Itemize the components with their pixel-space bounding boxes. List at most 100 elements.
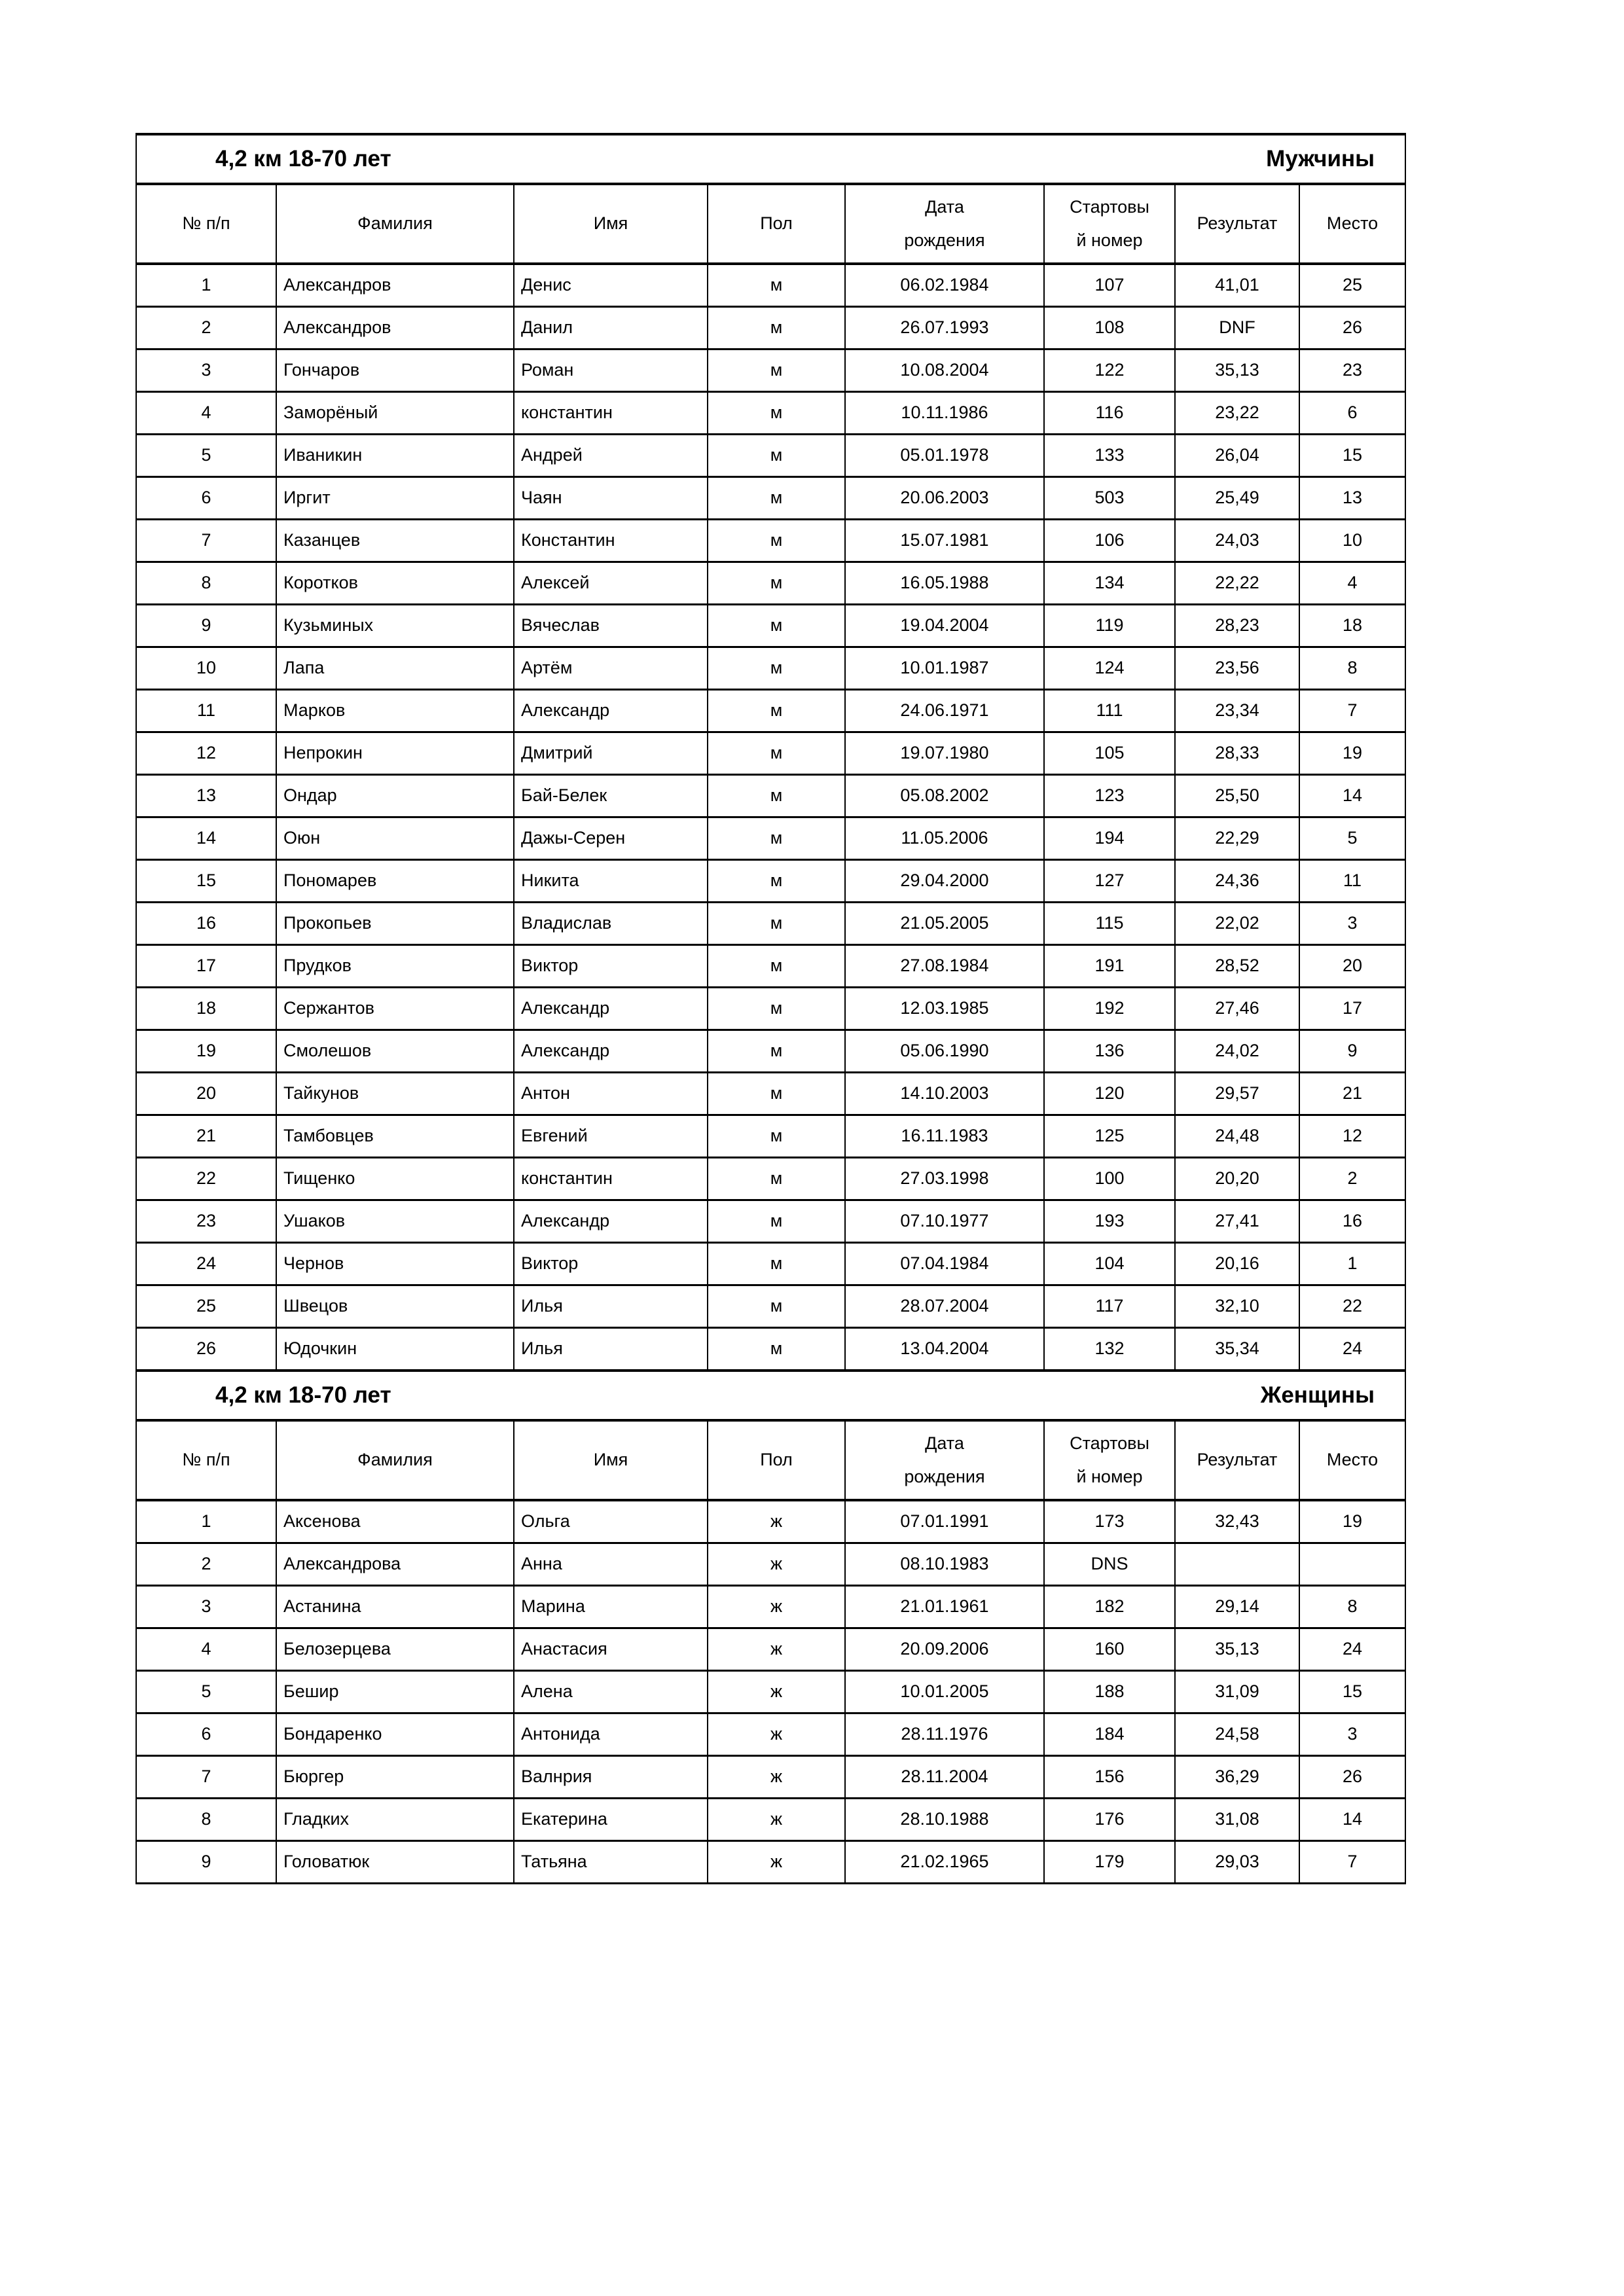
cell-result: 24,48 bbox=[1174, 1114, 1300, 1158]
column-header-line: Место bbox=[1326, 213, 1379, 234]
cell-result: 41,01 bbox=[1174, 262, 1300, 308]
cell-dob: 27.03.1998 bbox=[844, 1157, 1045, 1201]
cell-place: 24 bbox=[1298, 1627, 1407, 1672]
table-row: 3 Астанина Марина ж 21.01.1961 182 29,14 8 bbox=[135, 1585, 1407, 1629]
cell-place: 14 bbox=[1298, 1797, 1407, 1842]
cell-firstname: Бай-Белек bbox=[513, 774, 708, 818]
cell-lastname: Головатюк bbox=[276, 1840, 514, 1884]
table-row: 13 Ондар Бай-Белек м 05.08.2002 123 25,50 14 bbox=[135, 774, 1407, 818]
cell-result: 25,49 bbox=[1174, 476, 1300, 520]
table-row: 22 Тищенко константин м 27.03.1998 100 20,20 2 bbox=[135, 1157, 1407, 1201]
cell-dob: 16.11.1983 bbox=[844, 1114, 1045, 1158]
table-row: 23 Ушаков Александр м 07.10.1977 193 27,41 16 bbox=[135, 1199, 1407, 1244]
column-header-line: й номер bbox=[1076, 230, 1143, 250]
cell-sex: м bbox=[707, 518, 846, 563]
cell-sex: м bbox=[707, 1029, 846, 1073]
cell-bib: 111 bbox=[1043, 689, 1176, 733]
cell-index: 3 bbox=[135, 348, 277, 393]
cell-sex: м bbox=[707, 1071, 846, 1116]
cell-firstname: константин bbox=[513, 391, 708, 435]
column-header-text: № п/п bbox=[143, 1443, 269, 1477]
column-header-3: Имя bbox=[513, 1419, 708, 1501]
cell-index: 5 bbox=[135, 1670, 277, 1714]
cell-bib: 132 bbox=[1043, 1327, 1176, 1372]
column-header-line: Фамилия bbox=[357, 213, 433, 234]
cell-result: 20,16 bbox=[1174, 1242, 1300, 1286]
cell-dob: 14.10.2003 bbox=[844, 1071, 1045, 1116]
cell-result bbox=[1174, 1542, 1300, 1587]
cell-sex: ж bbox=[707, 1712, 846, 1757]
cell-place: 2 bbox=[1298, 1157, 1407, 1201]
table-row: 26 Юдочкин Илья м 13.04.2004 132 35,34 24 bbox=[135, 1327, 1407, 1372]
cell-sex: ж bbox=[707, 1542, 846, 1587]
cell-lastname: Тайкунов bbox=[276, 1071, 514, 1116]
cell-dob: 20.06.2003 bbox=[844, 476, 1045, 520]
cell-bib: 176 bbox=[1043, 1797, 1176, 1842]
cell-result: 23,22 bbox=[1174, 391, 1300, 435]
cell-bib: 100 bbox=[1043, 1157, 1176, 1201]
cell-firstname: Дажы-Серен bbox=[513, 816, 708, 861]
cell-index: 1 bbox=[135, 1499, 277, 1544]
cell-dob: 28.11.1976 bbox=[844, 1712, 1045, 1757]
cell-firstname: Александр bbox=[513, 689, 708, 733]
table-row: 1 Аксенова Ольга ж 07.01.1991 173 32,43 19 bbox=[135, 1499, 1407, 1544]
cell-place: 4 bbox=[1298, 561, 1407, 605]
cell-place: 8 bbox=[1298, 646, 1407, 691]
cell-index: 8 bbox=[135, 561, 277, 605]
cell-sex: м bbox=[707, 731, 846, 776]
column-header-text: Пол bbox=[715, 207, 838, 240]
cell-bib: 173 bbox=[1043, 1499, 1176, 1544]
cell-place: 19 bbox=[1298, 731, 1407, 776]
cell-result: 22,02 bbox=[1174, 901, 1300, 946]
cell-index: 8 bbox=[135, 1797, 277, 1842]
column-header-4: Пол bbox=[707, 183, 846, 265]
column-header-5: Дата рождения bbox=[844, 183, 1045, 265]
cell-place: 5 bbox=[1298, 816, 1407, 861]
column-header-text: Пол bbox=[715, 1443, 838, 1477]
cell-lastname: Швецов bbox=[276, 1284, 514, 1329]
cell-bib: 503 bbox=[1043, 476, 1176, 520]
cell-firstname: Анастасия bbox=[513, 1627, 708, 1672]
cell-lastname: Прудков bbox=[276, 944, 514, 988]
cell-place: 14 bbox=[1298, 774, 1407, 818]
cell-lastname: Гладких bbox=[276, 1797, 514, 1842]
table-row: 4 Заморёный константин м 10.11.1986 116 23,22 6 bbox=[135, 391, 1407, 435]
cell-index: 14 bbox=[135, 816, 277, 861]
cell-dob: 21.02.1965 bbox=[844, 1840, 1045, 1884]
table-row: 8 Гладких Екатерина ж 28.10.1988 176 31,08 14 bbox=[135, 1797, 1407, 1842]
cell-result: DNF bbox=[1174, 306, 1300, 350]
column-header-8: Место bbox=[1298, 1419, 1407, 1501]
cell-index: 9 bbox=[135, 1840, 277, 1884]
table-row: 24 Чернов Виктор м 07.04.1984 104 20,16 1 bbox=[135, 1242, 1407, 1286]
cell-result: 27,46 bbox=[1174, 986, 1300, 1031]
table-row: 25 Швецов Илья м 28.07.2004 117 32,10 22 bbox=[135, 1284, 1407, 1329]
cell-firstname: Илья bbox=[513, 1284, 708, 1329]
cell-sex: м bbox=[707, 348, 846, 393]
cell-result: 31,08 bbox=[1174, 1797, 1300, 1842]
cell-sex: м bbox=[707, 262, 846, 308]
column-header-line: № п/п bbox=[182, 213, 230, 234]
column-header-line: Имя bbox=[593, 1450, 628, 1470]
column-header-text: Имя bbox=[521, 1443, 700, 1477]
cell-dob: 06.02.1984 bbox=[844, 262, 1045, 308]
cell-result: 35,13 bbox=[1174, 1627, 1300, 1672]
section-gender-title: Мужчины bbox=[1266, 146, 1375, 172]
cell-bib: 160 bbox=[1043, 1627, 1176, 1672]
section-banner-row: 4,2 км 18-70 лет Мужчины bbox=[135, 133, 1407, 185]
column-header-5: Дата рождения bbox=[844, 1419, 1045, 1501]
cell-index: 4 bbox=[135, 391, 277, 435]
table-row: 9 Головатюк Татьяна ж 21.02.1965 179 29,03 7 bbox=[135, 1840, 1407, 1884]
cell-dob: 15.07.1981 bbox=[844, 518, 1045, 563]
cell-sex: ж bbox=[707, 1840, 846, 1884]
column-header-7: Результат bbox=[1174, 1419, 1300, 1501]
cell-firstname: Данил bbox=[513, 306, 708, 350]
column-header-2: Фамилия bbox=[276, 1419, 514, 1501]
table-row: 16 Прокопьев Владислав м 21.05.2005 115 22,02 3 bbox=[135, 901, 1407, 946]
cell-place: 18 bbox=[1298, 603, 1407, 648]
column-header-text: Результат bbox=[1182, 207, 1292, 240]
cell-firstname: Вячеслав bbox=[513, 603, 708, 648]
cell-result: 36,29 bbox=[1174, 1755, 1300, 1799]
cell-index: 2 bbox=[135, 306, 277, 350]
cell-firstname: Татьяна bbox=[513, 1840, 708, 1884]
cell-sex: м bbox=[707, 774, 846, 818]
